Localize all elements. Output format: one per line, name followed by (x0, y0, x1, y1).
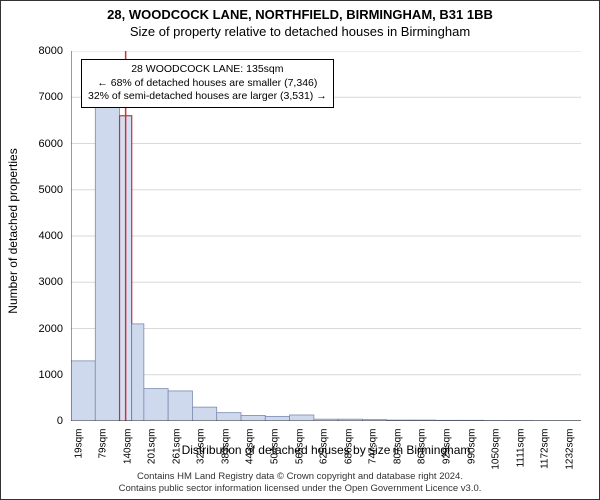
y-tick-label: 3000 (23, 276, 63, 288)
footer-attribution: Contains HM Land Registry data © Crown c… (1, 471, 599, 495)
y-tick-label: 5000 (23, 184, 63, 196)
y-tick-label: 7000 (23, 91, 63, 103)
page-title: 28, WOODCOCK LANE, NORTHFIELD, BIRMINGHA… (1, 7, 599, 22)
y-tick-label: 1000 (23, 369, 63, 381)
x-axis-label: Distribution of detached houses by size … (71, 443, 581, 457)
footer-line1: Contains HM Land Registry data © Crown c… (1, 471, 599, 483)
annotation-line3: 32% of semi-detached houses are larger (… (88, 90, 327, 104)
y-tick-label: 8000 (23, 45, 63, 57)
page-subtitle: Size of property relative to detached ho… (1, 24, 599, 39)
y-axis-label: Number of detached properties (6, 148, 20, 313)
footer-line2: Contains public sector information licen… (1, 483, 599, 495)
y-tick-label: 6000 (23, 138, 63, 150)
y-tick-label: 0 (23, 415, 63, 427)
chart-container: 28, WOODCOCK LANE, NORTHFIELD, BIRMINGHA… (0, 0, 600, 500)
annotation-box: 28 WOODCOCK LANE: 135sqm ← 68% of detach… (81, 59, 334, 108)
y-tick-label: 2000 (23, 323, 63, 335)
annotation-line2: ← 68% of detached houses are smaller (7,… (88, 77, 327, 91)
annotation-line1: 28 WOODCOCK LANE: 135sqm (88, 63, 327, 77)
y-tick-label: 4000 (23, 230, 63, 242)
